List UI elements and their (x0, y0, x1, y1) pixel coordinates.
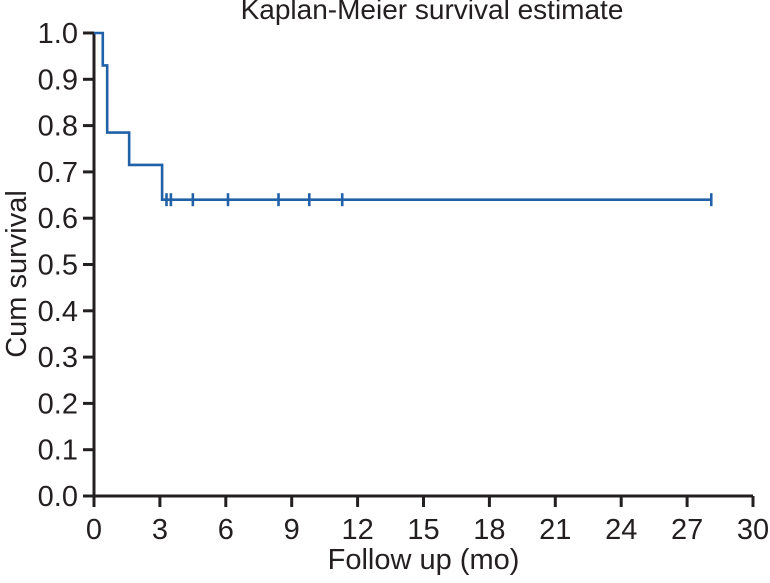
x-tick-label: 27 (671, 514, 703, 546)
x-tick-label: 30 (737, 514, 769, 546)
y-axis-label: Cum survival (1, 190, 33, 358)
y-tick-label: 0.9 (38, 64, 78, 96)
x-axis-label: Follow up (mo) (327, 544, 520, 576)
x-tick-label: 18 (473, 514, 505, 546)
y-tick-label: 0.6 (38, 203, 78, 235)
x-tick-label: 12 (341, 514, 373, 546)
y-tick-label: 0.3 (38, 342, 78, 374)
x-tick-label: 0 (86, 514, 102, 546)
survival-step-curve (94, 31, 712, 201)
x-tick-label: 3 (152, 514, 168, 546)
y-tick-label: 0.4 (38, 296, 78, 328)
y-tick-label: 0.1 (38, 435, 78, 467)
x-tick-label: 21 (539, 514, 571, 546)
y-tick-label: 0.5 (38, 250, 78, 282)
x-tick-label: 15 (407, 514, 439, 546)
x-tick-label: 9 (284, 514, 300, 546)
x-tick-label: 6 (218, 514, 234, 546)
y-tick-label: 1.0 (38, 18, 78, 50)
chart-title: Kaplan-Meier survival estimate (240, 0, 624, 25)
y-tick-label: 0.7 (38, 157, 78, 189)
x-tick-label: 24 (605, 514, 637, 546)
y-tick-label: 0.2 (38, 388, 78, 420)
y-tick-label: 0.0 (38, 481, 78, 513)
y-tick-label: 0.8 (38, 111, 78, 143)
